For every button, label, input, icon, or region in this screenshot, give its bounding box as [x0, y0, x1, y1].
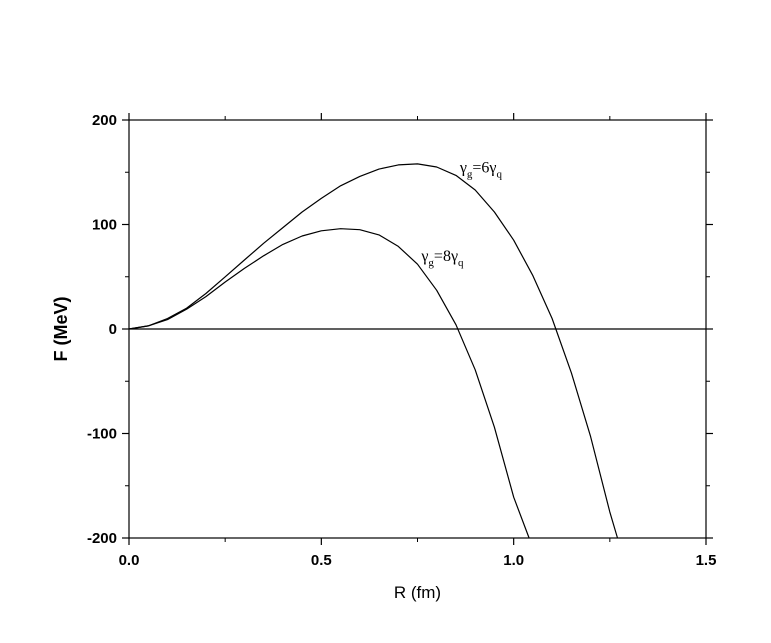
x-tick-labels: 0.0 0.5 1.0 1.5	[119, 552, 717, 569]
y-tick-label: 0	[109, 321, 117, 338]
series-lines	[128, 163, 619, 539]
y-axis-label: F (MeV)	[51, 296, 71, 361]
series-annotation-1: γg=6γq	[459, 159, 503, 180]
series-line-2	[128, 228, 530, 539]
series-annotations: γg=6γq γg=8γq	[420, 159, 502, 269]
series-annotation-2: γg=8γq	[420, 248, 464, 269]
series-line-1	[128, 163, 619, 539]
y-tick-label: -100	[87, 426, 117, 443]
y-tick-label: 200	[92, 112, 117, 129]
y-tick-label: 100	[92, 217, 117, 234]
x-tick-label: 1.5	[696, 552, 717, 569]
x-tick-label: 0.0	[119, 552, 140, 569]
y-tick-labels: -200 -100 0 100 200	[87, 112, 117, 547]
x-axis-label: R (fm)	[394, 583, 441, 602]
x-tick-label: 1.0	[503, 552, 524, 569]
y-tick-label: -200	[87, 530, 117, 547]
axes	[122, 113, 713, 545]
x-tick-label: 0.5	[311, 552, 332, 569]
